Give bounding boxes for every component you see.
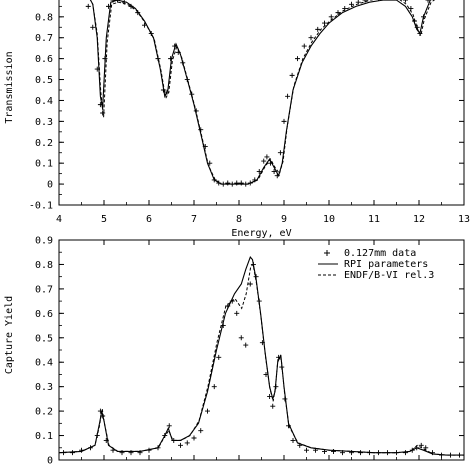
data-point <box>315 26 321 32</box>
data-point <box>168 56 174 62</box>
y-tick-label: 0.3 <box>35 117 53 128</box>
x-tick-label: 13 <box>458 214 470 225</box>
data-point <box>425 0 431 3</box>
plot-frame <box>58 0 465 206</box>
data-point <box>277 150 283 156</box>
x-tick-label: 7 <box>191 214 197 225</box>
series-line-1 <box>89 0 432 185</box>
data-point <box>166 423 172 429</box>
y-tick-label: 0.7 <box>35 33 53 44</box>
y-tick-label: 0.4 <box>35 358 53 369</box>
y-tick-label: 0.2 <box>35 138 53 149</box>
data-point <box>234 310 240 316</box>
x-tick-label: 4 <box>56 214 62 225</box>
legend-label: 0.127mm data <box>344 248 416 259</box>
series-group <box>59 256 464 458</box>
data-point <box>267 393 273 399</box>
data-point <box>322 20 327 26</box>
data-point <box>256 169 262 175</box>
y-tick-label: 0.5 <box>35 333 53 344</box>
y-tick-label: 0.1 <box>35 431 53 442</box>
data-point <box>191 435 197 441</box>
y-tick-label: 0.9 <box>35 236 53 247</box>
y-tick-label: 0.6 <box>35 54 53 65</box>
x-tick-label: 6 <box>146 214 152 225</box>
data-point <box>238 180 244 186</box>
legend-label: RPI parameters <box>344 259 428 270</box>
x-tick-label: 5 <box>101 214 107 225</box>
x-tick-label: 11 <box>368 214 380 225</box>
data-point <box>85 3 91 9</box>
y-tick-label: 0.5 <box>35 75 53 86</box>
y-tick-label: 0.8 <box>35 260 53 271</box>
data-point <box>289 72 295 78</box>
y-tick-label: 0 <box>47 180 53 191</box>
data-point <box>261 158 267 164</box>
y-tick-label: 0.4 <box>35 96 53 107</box>
data-point <box>403 450 408 456</box>
data-point <box>184 440 190 446</box>
data-point <box>285 93 291 99</box>
data-point <box>358 450 363 456</box>
series-group <box>85 0 436 187</box>
data-point <box>225 180 231 186</box>
data-point <box>178 442 183 448</box>
data-point <box>362 0 368 3</box>
data-point <box>198 428 204 434</box>
data-point <box>403 0 408 3</box>
series-line-2 <box>59 263 464 456</box>
data-point <box>408 5 414 11</box>
data-point <box>301 43 307 49</box>
y-tick-label: 0.8 <box>35 12 53 23</box>
data-point <box>349 1 354 7</box>
data-point <box>243 342 249 348</box>
data-point <box>304 447 309 453</box>
data-point <box>331 448 336 454</box>
x-tick-label: 10 <box>323 214 335 225</box>
data-point <box>290 437 296 443</box>
data-point <box>90 24 96 30</box>
capture-yield-panel: 0 0.1 0.2 0.3 0.4 0.5 0.6 0.7 0.8 0.9 Capture Yiel… <box>4 236 465 467</box>
data-point <box>270 403 276 409</box>
data-point <box>308 35 314 41</box>
data-point <box>328 14 334 20</box>
data-point <box>247 281 253 287</box>
series-line-1 <box>59 256 464 456</box>
data-point <box>234 180 240 186</box>
data-point <box>295 56 300 62</box>
data-point <box>216 354 222 360</box>
legend-label: ENDF/B-VI rel.3 <box>344 270 434 281</box>
data-point <box>281 118 287 124</box>
y-tick-label: 0.3 <box>35 382 53 393</box>
x-tick-label: 8 <box>236 214 242 225</box>
data-point <box>205 408 210 414</box>
y-tick-label: 0.7 <box>35 284 53 295</box>
series-line-2 <box>89 0 436 185</box>
y-tick-label: -0.1 <box>29 201 53 212</box>
data-point <box>335 10 341 16</box>
x-axis-label: Energy, eV <box>231 228 291 239</box>
data-point <box>70 450 75 456</box>
data-point <box>264 154 270 160</box>
transmission-panel: -0.1 0 0.1 0.2 0.3 0.4 0.5 0.6 0.7 0.8 4 5 6 7 8 9 10 11 1… <box>4 0 470 239</box>
x-tick-label: 9 <box>281 214 287 225</box>
data-point <box>238 335 244 341</box>
y-tick-label: 0 <box>47 456 53 467</box>
y-axis-label: Capture Yield <box>4 296 15 374</box>
y-tick-label: 0.6 <box>35 309 53 320</box>
x-tick-label: 12 <box>413 214 425 225</box>
y-axis-label: Transmission <box>4 51 15 123</box>
legend-marker <box>324 250 330 256</box>
y-tick-label: 0.1 <box>35 159 53 170</box>
data-point <box>211 384 217 390</box>
y-tick-label: 0.2 <box>35 407 53 418</box>
